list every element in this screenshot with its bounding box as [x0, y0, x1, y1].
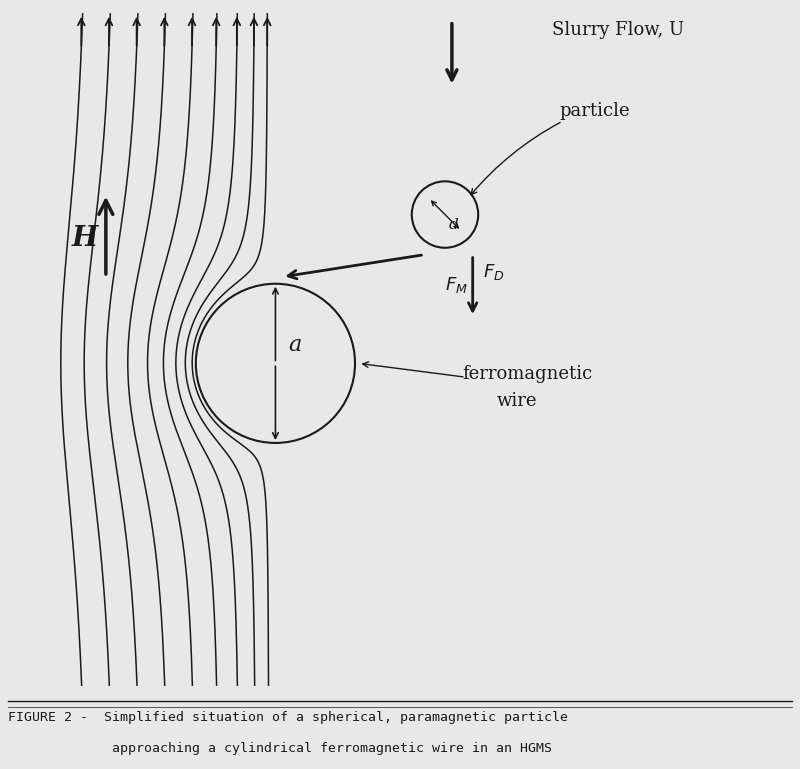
Text: approaching a cylindrical ferromagnetic wire in an HGMS: approaching a cylindrical ferromagnetic …: [8, 742, 552, 755]
Text: wire: wire: [497, 392, 538, 411]
Text: particle: particle: [559, 102, 630, 120]
Text: $F_M$: $F_M$: [445, 275, 468, 295]
Text: H: H: [72, 225, 98, 252]
Text: d: d: [449, 218, 458, 232]
Text: a: a: [288, 335, 301, 357]
Text: $F_D$: $F_D$: [483, 261, 505, 281]
Text: Slurry Flow, U: Slurry Flow, U: [552, 21, 685, 38]
Text: ferromagnetic: ferromagnetic: [462, 365, 593, 383]
Text: FIGURE 2 -  Simplified situation of a spherical, paramagnetic particle: FIGURE 2 - Simplified situation of a sph…: [8, 711, 568, 724]
